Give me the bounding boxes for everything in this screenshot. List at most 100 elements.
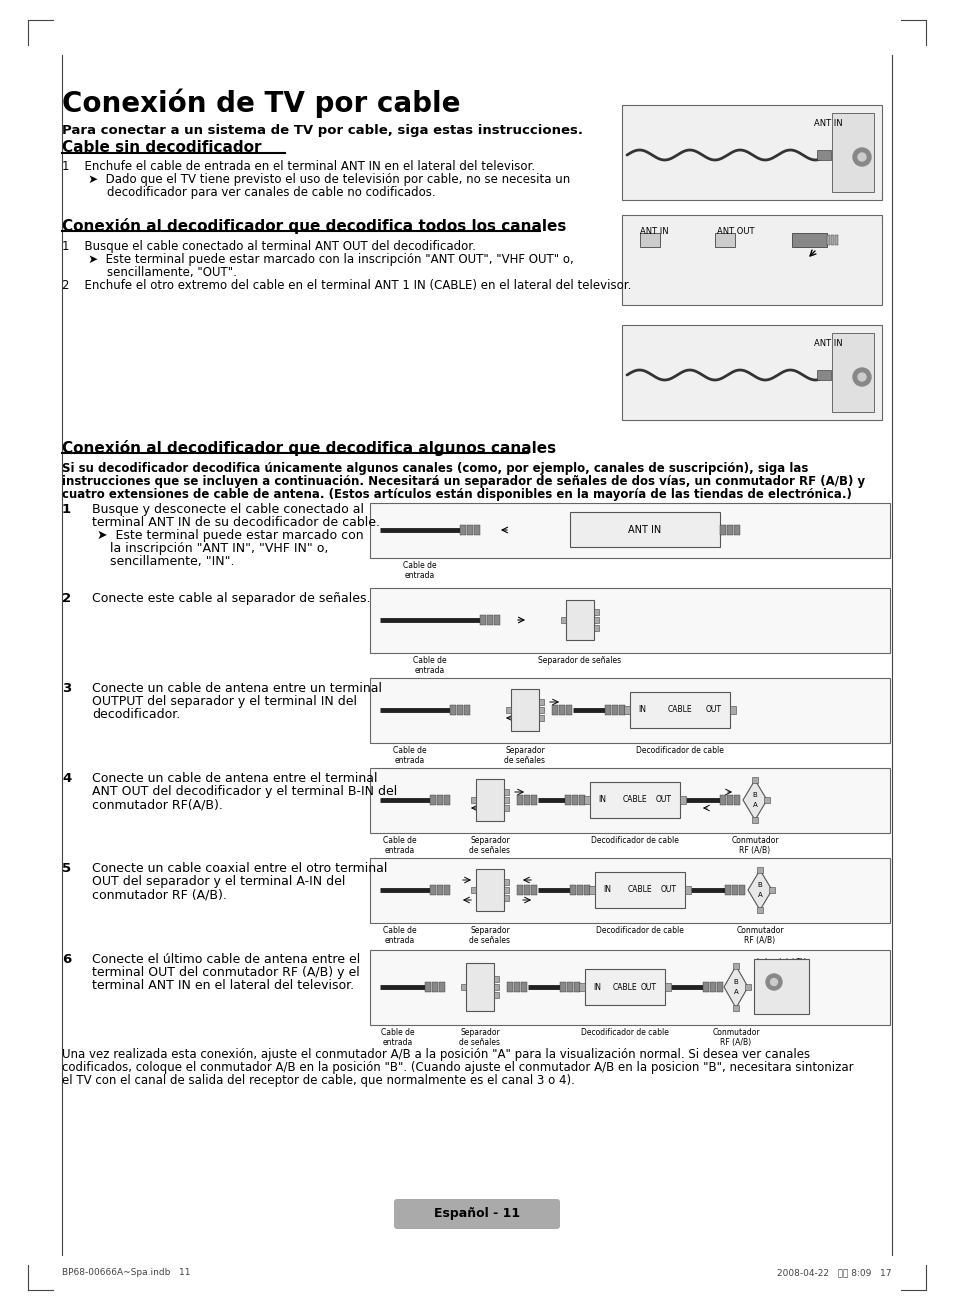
Text: Conecte el último cable de antena entre el: Conecte el último cable de antena entre …	[91, 952, 360, 965]
Bar	[511, 689, 538, 731]
Bar	[467, 525, 473, 534]
Text: Decodificador de cable: Decodificador de cable	[591, 836, 679, 845]
Bar	[664, 982, 670, 990]
Bar	[558, 705, 564, 715]
Text: Cable de
entrada: Cable de entrada	[403, 561, 436, 580]
Bar	[594, 625, 598, 631]
Text: 6: 6	[62, 952, 71, 965]
Text: instrucciones que se incluyen a continuación. Necesitará un separador de señales: instrucciones que se incluyen a continua…	[62, 476, 864, 489]
Bar	[584, 969, 664, 1005]
Bar	[432, 982, 437, 992]
Bar	[733, 525, 740, 534]
Bar	[816, 369, 830, 380]
Bar	[471, 796, 476, 803]
Bar	[494, 992, 498, 998]
Text: terminal OUT del conmutador RF (A/B) y el: terminal OUT del conmutador RF (A/B) y e…	[91, 965, 359, 979]
Polygon shape	[742, 779, 766, 820]
Bar	[639, 233, 659, 248]
Bar	[450, 705, 456, 715]
Bar	[763, 796, 769, 803]
Text: Conecte un cable de antena entre un terminal: Conecte un cable de antena entre un term…	[91, 683, 381, 696]
Text: Español - 11: Español - 11	[434, 1208, 519, 1221]
Bar	[456, 705, 462, 715]
Bar	[729, 706, 735, 714]
Bar	[604, 705, 610, 715]
Bar	[702, 982, 708, 992]
Bar	[569, 886, 576, 895]
Bar	[370, 679, 889, 743]
Text: Decodificador de cable: Decodificador de cable	[596, 926, 683, 935]
Circle shape	[852, 368, 870, 386]
Bar	[523, 886, 530, 895]
Text: Conecte un cable coaxial entre el otro terminal: Conecte un cable coaxial entre el otro t…	[91, 862, 387, 875]
Bar	[443, 795, 450, 806]
Bar	[565, 600, 594, 641]
Bar	[486, 614, 493, 625]
Bar	[618, 705, 624, 715]
Bar	[595, 872, 684, 908]
Text: Si su decodificador decodifica únicamente algunos canales (como, por ejemplo, ca: Si su decodificador decodifica únicament…	[62, 462, 807, 476]
Bar	[679, 796, 685, 804]
Text: OUT: OUT	[640, 982, 657, 992]
Bar	[830, 234, 833, 245]
Bar	[494, 614, 499, 625]
Text: Cable de
entrada: Cable de entrada	[383, 926, 416, 946]
Text: ANT IN: ANT IN	[813, 119, 841, 128]
Text: 1    Busque el cable conectado al terminal ANT OUT del decodificador.: 1 Busque el cable conectado al terminal …	[62, 240, 476, 253]
Text: IN: IN	[598, 795, 605, 804]
Bar	[791, 233, 826, 248]
Text: la inscripción "ANT IN", "VHF IN" o,: la inscripción "ANT IN", "VHF IN" o,	[110, 542, 328, 555]
Bar	[724, 886, 730, 895]
Bar	[569, 512, 720, 548]
Text: B: B	[752, 793, 757, 798]
Bar	[531, 795, 537, 806]
Bar	[520, 982, 526, 992]
Bar	[538, 707, 543, 713]
Text: OUT del separador y el terminal A-IN del: OUT del separador y el terminal A-IN del	[91, 875, 345, 888]
Bar	[594, 617, 598, 624]
Bar	[566, 982, 573, 992]
Bar	[621, 215, 882, 305]
Bar	[816, 151, 830, 160]
Bar	[463, 705, 470, 715]
Text: 4: 4	[62, 772, 71, 785]
Bar	[768, 887, 774, 893]
Text: Cable sin decodificador: Cable sin decodificador	[62, 140, 261, 155]
Bar	[459, 525, 465, 534]
Bar	[370, 768, 889, 833]
Bar	[726, 525, 732, 534]
Text: Cable de
entrada: Cable de entrada	[381, 1028, 415, 1048]
Bar	[514, 982, 519, 992]
Bar	[714, 233, 734, 248]
Text: OUTPUT del separador y el terminal IN del: OUTPUT del separador y el terminal IN de…	[91, 696, 356, 707]
Text: Decodificador de cable: Decodificador de cable	[636, 745, 723, 755]
Bar	[460, 984, 465, 990]
Bar	[506, 982, 513, 992]
FancyBboxPatch shape	[394, 1199, 559, 1229]
Text: Para conectar a un sistema de TV por cable, siga estas instrucciones.: Para conectar a un sistema de TV por cab…	[62, 124, 582, 138]
Bar	[538, 700, 543, 705]
Bar	[476, 869, 503, 910]
Bar	[583, 796, 589, 804]
Text: sencillamente, "IN".: sencillamente, "IN".	[110, 555, 234, 569]
Bar	[430, 886, 436, 895]
Text: Busque y desconecte el cable conectado al: Busque y desconecte el cable conectado a…	[91, 503, 364, 516]
Text: Una vez realizada esta conexión, ajuste el conmutador A/B a la posición "A" para: Una vez realizada esta conexión, ajuste …	[62, 1048, 809, 1061]
Bar	[753, 959, 808, 1014]
Bar	[538, 715, 543, 721]
Bar	[831, 113, 873, 193]
Circle shape	[852, 148, 870, 166]
Text: Conmutador
RF (A/B): Conmutador RF (A/B)	[712, 1028, 759, 1048]
Bar	[505, 707, 511, 713]
Bar	[465, 963, 494, 1011]
Text: Conexión de TV por cable: Conexión de TV por cable	[62, 88, 460, 118]
Bar	[503, 796, 509, 803]
Bar	[588, 886, 595, 893]
Bar	[583, 886, 589, 895]
Text: Separador
de señales: Separador de señales	[469, 836, 510, 855]
Bar	[443, 886, 450, 895]
Circle shape	[857, 373, 865, 381]
Text: OUT: OUT	[705, 706, 721, 714]
Bar	[629, 692, 729, 728]
Bar	[726, 795, 732, 806]
